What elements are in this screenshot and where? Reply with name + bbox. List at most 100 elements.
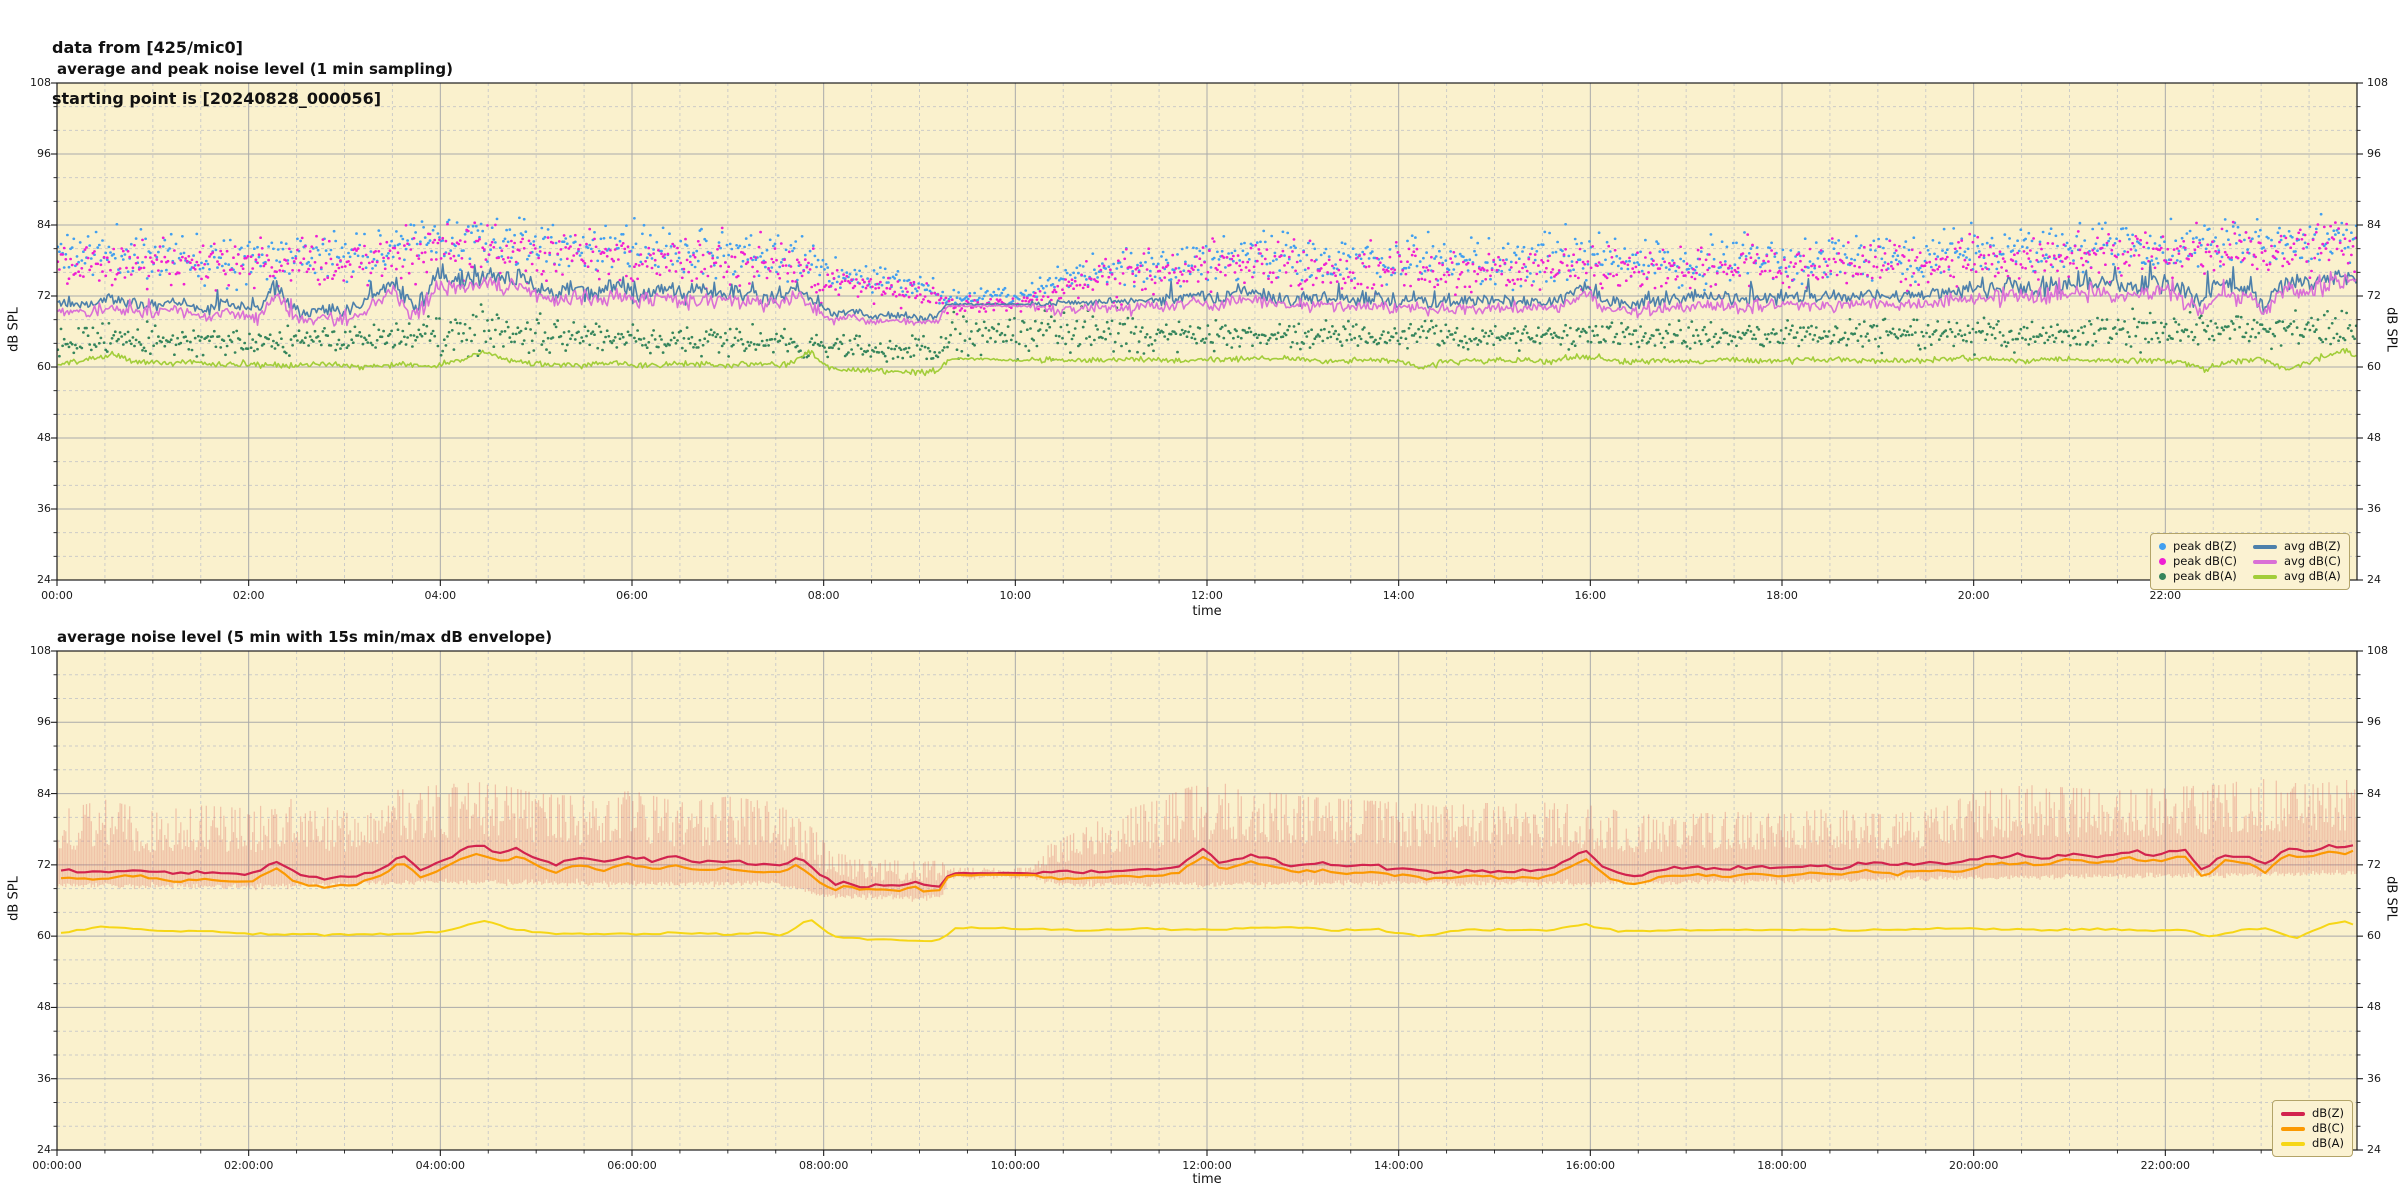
y-tick-label: 60	[37, 360, 51, 373]
y-tick-label: 108	[2367, 76, 2388, 89]
y-tick-label: 24	[2367, 573, 2381, 586]
header-line-2: starting point is [20240828_000056]	[52, 89, 382, 108]
y-tick-label: 60	[37, 929, 51, 943]
legend-label: peak dB(C)	[2173, 554, 2237, 568]
y-tick-label: 72	[37, 857, 51, 871]
chart-2-legend: dB(Z) dB(C) dB(A)	[2272, 1100, 2354, 1157]
chart-1-x-axis-label: time	[1192, 604, 1222, 619]
x-tick-label: 04:00	[424, 589, 457, 602]
legend-item-peak-dbz: peak dB(Z)	[2159, 540, 2237, 553]
y-tick-label: 48	[2367, 431, 2381, 444]
legend-label: peak dB(Z)	[2173, 539, 2237, 553]
y-tick-label: 36	[37, 1071, 51, 1085]
peak-dbc-marker	[2159, 558, 2166, 565]
legend-item-peak-dbc: peak dB(C)	[2159, 555, 2237, 568]
peak-dbz-marker	[2159, 543, 2166, 550]
legend-item-peak-dba: peak dB(A)	[2159, 570, 2237, 583]
y-tick-label: 36	[2367, 1071, 2381, 1085]
avg-dbc-marker	[2252, 559, 2277, 564]
x-tick-label: 02:00:00	[223, 1159, 274, 1172]
legend-label: peak dB(A)	[2173, 569, 2237, 583]
avg-dbz-marker	[2252, 544, 2277, 549]
series-db-c-	[60, 849, 2354, 893]
legend-label: dB(C)	[2312, 1121, 2345, 1135]
y-tick-label: 72	[37, 289, 51, 302]
y-tick-label: 48	[2367, 1000, 2381, 1014]
y-tick-label: 84	[2367, 218, 2381, 231]
y-tick-label: 96	[37, 715, 51, 729]
x-tick-label: 12:00:00	[1182, 1159, 1232, 1172]
y-tick-label: 84	[2367, 786, 2381, 800]
y-tick-label: 60	[2367, 360, 2381, 373]
x-tick-label: 16:00:00	[1565, 1159, 1616, 1172]
x-tick-label: 18:00	[1766, 589, 1798, 602]
series-avg-db-a-	[57, 347, 2357, 377]
dba-marker	[2281, 1141, 2305, 1146]
legend-label: avg dB(A)	[2283, 569, 2341, 583]
y-tick-label: 108	[30, 76, 51, 89]
header-line-1: data from [425/mic0]	[52, 38, 243, 57]
series-db-z-	[60, 843, 2354, 889]
chart-1-title: average and peak noise level (1 min samp…	[57, 60, 453, 78]
legend-label: dB(A)	[2312, 1136, 2345, 1150]
y-tick-label: 36	[2367, 502, 2381, 515]
chart-1-y-axis-label-right: dB SPL	[2383, 307, 2399, 352]
avg-dba-marker	[2252, 574, 2277, 579]
series-db-a-	[60, 919, 2354, 943]
series-avg-db-c-	[57, 270, 2357, 327]
y-tick-label: 84	[37, 786, 51, 800]
x-tick-label: 08:00	[807, 589, 840, 602]
legend-item-avg-dba: avg dB(A)	[2252, 569, 2341, 583]
y-tick-label: 60	[2367, 929, 2381, 943]
series-peak-db-c-	[57, 220, 2357, 316]
figure-header: data from [425/mic0] starting point is […	[52, 5, 381, 141]
series-avg-db-z-	[57, 260, 2357, 323]
y-tick-label: 96	[2367, 147, 2381, 160]
legend-item-dbc: dB(C)	[2281, 1122, 2344, 1135]
x-tick-label: 04:00:00	[415, 1159, 466, 1172]
dbc-marker	[2281, 1126, 2305, 1131]
x-tick-label: 22:00:00	[2140, 1159, 2191, 1172]
legend-label: avg dB(Z)	[2283, 539, 2341, 553]
chart-2-series	[57, 779, 2357, 943]
x-tick-label: 14:00:00	[1373, 1159, 1424, 1172]
chart-2-y-axis-label-right: dB SPL	[2383, 876, 2399, 921]
x-tick-label: 02:00	[232, 589, 265, 602]
y-tick-label: 108	[30, 644, 51, 657]
dbz-marker	[2281, 1111, 2305, 1116]
series-peak-db-a-	[57, 303, 2357, 363]
chart-2-title: average noise level (5 min with 15s min/…	[57, 628, 553, 646]
x-tick-label: 10:00	[999, 589, 1032, 602]
legend-item-dbz: dB(Z)	[2281, 1107, 2344, 1120]
chart-1-series	[57, 212, 2357, 377]
x-tick-label: 14:00	[1382, 589, 1415, 602]
y-tick-label: 96	[2367, 715, 2381, 729]
x-tick-label: 20:00:00	[1948, 1159, 1999, 1172]
y-tick-label: 72	[2367, 289, 2381, 302]
y-tick-label: 48	[37, 431, 51, 444]
x-tick-label: 20:00	[1957, 589, 1990, 602]
x-tick-label: 06:00:00	[607, 1159, 657, 1172]
y-tick-label: 24	[2367, 1143, 2381, 1156]
x-tick-label: 00:00:00	[32, 1159, 82, 1172]
chart-2-x-axis-label: time	[1192, 1172, 1222, 1187]
x-tick-label: 08:00:00	[798, 1159, 849, 1172]
x-tick-label: 10:00:00	[990, 1159, 1041, 1172]
y-tick-label: 24	[37, 573, 51, 586]
chart-1-legend: peak dB(Z) peak dB(C) peak dB(A) avg dB(…	[2150, 533, 2350, 590]
legend-item-avg-dbz: avg dB(Z)	[2252, 539, 2341, 553]
legend-item-dba: dB(A)	[2281, 1137, 2344, 1150]
x-tick-label: 22:00	[2149, 589, 2182, 602]
peak-dba-marker	[2159, 573, 2166, 580]
y-tick-label: 108	[2367, 644, 2388, 657]
y-tick-label: 96	[37, 147, 51, 160]
y-tick-label: 84	[37, 218, 51, 231]
legend-label: dB(Z)	[2312, 1106, 2345, 1120]
x-tick-label: 00:00	[41, 589, 73, 602]
chart-1-y-axis-label-left: dB SPL	[6, 307, 22, 352]
y-tick-label: 36	[37, 502, 51, 515]
chart-2-y-axis-label-left: dB SPL	[6, 876, 22, 921]
y-tick-label: 48	[37, 1000, 51, 1014]
